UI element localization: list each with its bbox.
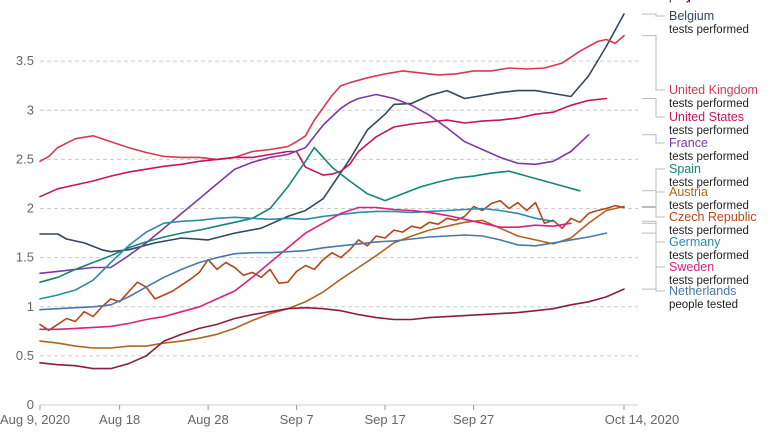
y-tick-label: 3 bbox=[27, 102, 34, 117]
legend-series-name: Sweden bbox=[669, 260, 714, 274]
x-tick-label: Sep 17 bbox=[364, 412, 405, 427]
series-line-united-states bbox=[39, 97, 608, 198]
legend-series-metric: tests performed bbox=[669, 200, 749, 212]
legend-series-name: France bbox=[669, 136, 708, 150]
legend-series-name: Austria bbox=[669, 185, 708, 199]
legend-series-name: Belgium bbox=[669, 9, 714, 23]
series-line-austria bbox=[39, 205, 625, 349]
y-tick-label: 1.5 bbox=[16, 250, 34, 265]
series-lines bbox=[39, 13, 625, 370]
legend-connector bbox=[642, 168, 665, 192]
x-tick-label: Sep 7 bbox=[280, 412, 314, 427]
x-axis-ticks: Aug 9, 2020 Aug 18 Aug 28 Sep 7 Sep 17 Sep 27… bbox=[0, 405, 679, 427]
series-line-germany bbox=[39, 207, 555, 300]
series-line-sweden bbox=[39, 206, 572, 331]
legend-connector bbox=[642, 13, 665, 17]
x-tick-label: Aug 9, 2020 bbox=[0, 412, 70, 427]
legend-series-name: Italy bbox=[669, 0, 693, 3]
y-axis-ticks: 0 0.5 1 1.5 2 2.5 3 3.5 bbox=[16, 53, 34, 412]
legend-connector bbox=[642, 35, 665, 91]
legend-series-metric: tests performed bbox=[669, 275, 749, 287]
legend-series-name: United Kingdom bbox=[669, 83, 758, 97]
legend-series-metric: tests performed bbox=[669, 225, 749, 237]
legend-connector bbox=[642, 232, 665, 292]
legend-series-metric: tests performed bbox=[669, 24, 749, 36]
legend-series-metric: people tested bbox=[669, 299, 738, 311]
y-tick-label: 0.5 bbox=[16, 348, 34, 363]
legend-connector bbox=[642, 222, 665, 268]
legend-connector bbox=[642, 98, 665, 118]
legend-connector bbox=[642, 207, 665, 218]
legend-series-metric: tests performed bbox=[669, 98, 749, 110]
y-tick-label: 0 bbox=[27, 397, 34, 412]
series-line-united-kingdom bbox=[39, 34, 625, 163]
legend-series-name: Czech Republic bbox=[669, 210, 757, 224]
y-tick-label: 1 bbox=[27, 299, 34, 314]
legend-connector bbox=[642, 220, 665, 243]
series-line-spain bbox=[39, 146, 581, 284]
series-line-france bbox=[39, 93, 590, 275]
legend-series-metric: tests performed bbox=[669, 151, 749, 163]
legend-series-name: Netherlands bbox=[669, 284, 736, 298]
gridlines bbox=[40, 60, 638, 406]
legend-series-name: United States bbox=[669, 110, 744, 124]
legend-series-metric: people tested bbox=[669, 0, 738, 3]
x-tick-label: Oct 14, 2020 bbox=[605, 412, 679, 427]
legend-connector bbox=[642, 134, 665, 144]
y-tick-label: 3.5 bbox=[16, 53, 34, 68]
series-line-italy bbox=[39, 288, 625, 370]
legend-item-italy: Italypeople tested bbox=[642, 0, 738, 290]
x-tick-label: Aug 28 bbox=[188, 412, 229, 427]
legend-series-name: Spain bbox=[669, 162, 701, 176]
legend-series-metric: tests performed bbox=[669, 250, 749, 262]
legend-series-name: Germany bbox=[669, 235, 721, 249]
legend-series-metric: tests performed bbox=[669, 125, 749, 137]
series-line-belgium bbox=[39, 13, 625, 253]
y-tick-label: 2 bbox=[27, 201, 34, 216]
legend-series-metric: tests performed bbox=[669, 177, 749, 189]
legend-connector bbox=[642, 191, 665, 207]
y-tick-label: 2.5 bbox=[16, 151, 34, 166]
x-tick-label: Sep 27 bbox=[453, 412, 494, 427]
series-line-czech-republic bbox=[39, 199, 625, 332]
series-line-netherlands bbox=[39, 232, 608, 311]
x-tick-label: Aug 18 bbox=[99, 412, 140, 427]
